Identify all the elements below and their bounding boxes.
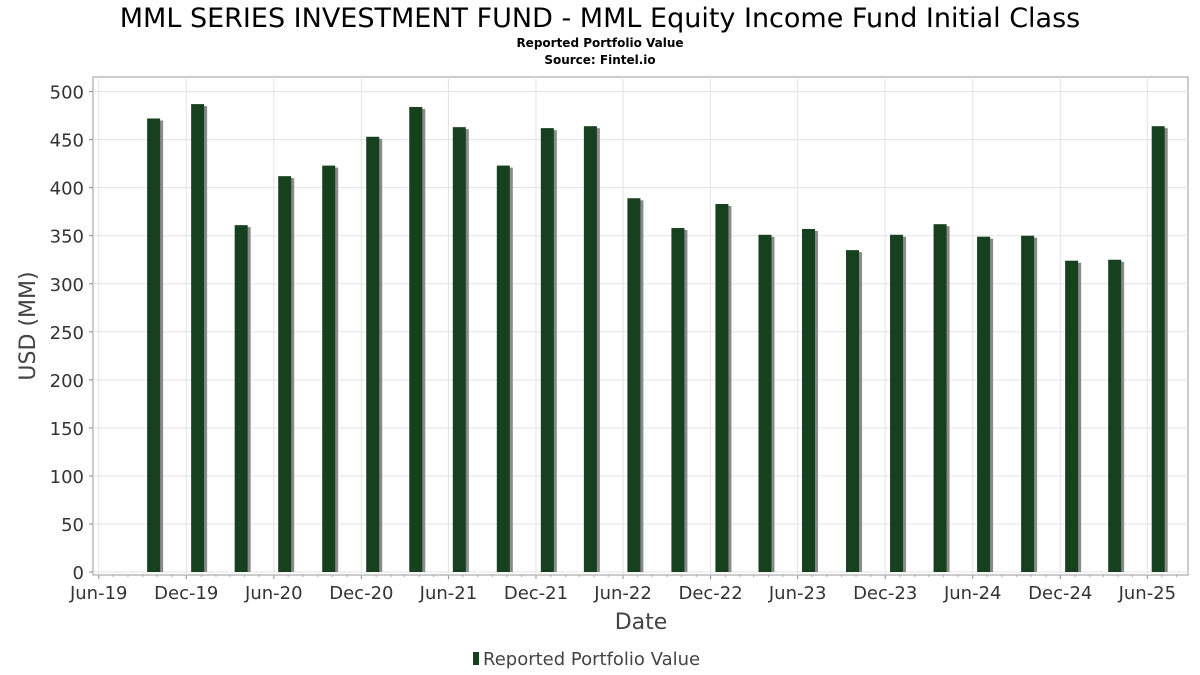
x-tick-label: Jun-23 (768, 583, 827, 604)
y-tick-label: 350 (50, 227, 84, 248)
legend: Reported Portfolio Value (473, 649, 700, 670)
x-tick-label: Jun-19 (69, 583, 128, 604)
y-tick-label: 100 (50, 467, 84, 488)
x-tick-label: Jun-24 (943, 583, 1002, 604)
chart-source: Source: Fintel.io (544, 53, 655, 67)
x-axis-label: Date (615, 610, 668, 635)
y-tick-label: 450 (50, 131, 84, 152)
y-tick-label: 300 (50, 275, 84, 296)
bar (147, 118, 161, 573)
bar (496, 165, 510, 572)
x-tick-label: Jun-21 (419, 583, 478, 604)
bar (890, 234, 904, 572)
bars (147, 104, 1168, 573)
bar (933, 224, 947, 572)
x-tick-label: Dec-23 (853, 583, 917, 604)
bar (715, 204, 729, 573)
chart-title: MML SERIES INVESTMENT FUND - MML Equity … (120, 3, 1081, 34)
x-tick-label: Dec-19 (154, 583, 218, 604)
x-tick-label: Dec-20 (329, 583, 393, 604)
bar (234, 225, 248, 572)
x-tick-label: Jun-25 (1118, 583, 1177, 604)
legend-label: Reported Portfolio Value (483, 649, 700, 670)
x-tick-label: Dec-22 (678, 583, 742, 604)
y-tick-label: 50 (61, 515, 84, 536)
y-tick-label: 0 (73, 563, 84, 584)
bar (278, 176, 292, 572)
bar (846, 250, 860, 572)
bar (671, 228, 685, 572)
legend-swatch (473, 652, 479, 665)
y-tick-label: 500 (50, 83, 84, 104)
y-tick-label: 250 (50, 323, 84, 344)
bar (627, 198, 641, 573)
bar (1065, 260, 1079, 572)
bar (802, 229, 816, 572)
x-axis: Jun-19 Dec-19 Jun-20 Dec-20 Jun-21 Dec-21 Jun-… (69, 575, 1178, 604)
bar (322, 165, 336, 572)
bar (409, 106, 423, 572)
bar (1151, 126, 1165, 572)
x-tick-label: Dec-24 (1028, 583, 1092, 604)
bar (452, 127, 466, 572)
bar (540, 128, 554, 572)
bar (977, 236, 991, 572)
bar (1108, 259, 1122, 572)
bar (366, 136, 380, 572)
bar (583, 126, 597, 572)
chart-subtitle: Reported Portfolio Value (516, 36, 683, 50)
y-tick-label: 400 (50, 179, 84, 200)
y-axis: 0 50 100 150 200 250 300 350 400 450 500 (50, 83, 93, 584)
bar (191, 104, 205, 573)
bar (1021, 235, 1035, 572)
y-axis-label: USD (MM) (16, 271, 41, 380)
bar (758, 234, 772, 572)
x-tick-label: Jun-22 (593, 583, 652, 604)
x-tick-label: Jun-20 (244, 583, 303, 604)
y-tick-label: 150 (50, 419, 84, 440)
y-tick-label: 200 (50, 371, 84, 392)
x-tick-label: Dec-21 (504, 583, 568, 604)
